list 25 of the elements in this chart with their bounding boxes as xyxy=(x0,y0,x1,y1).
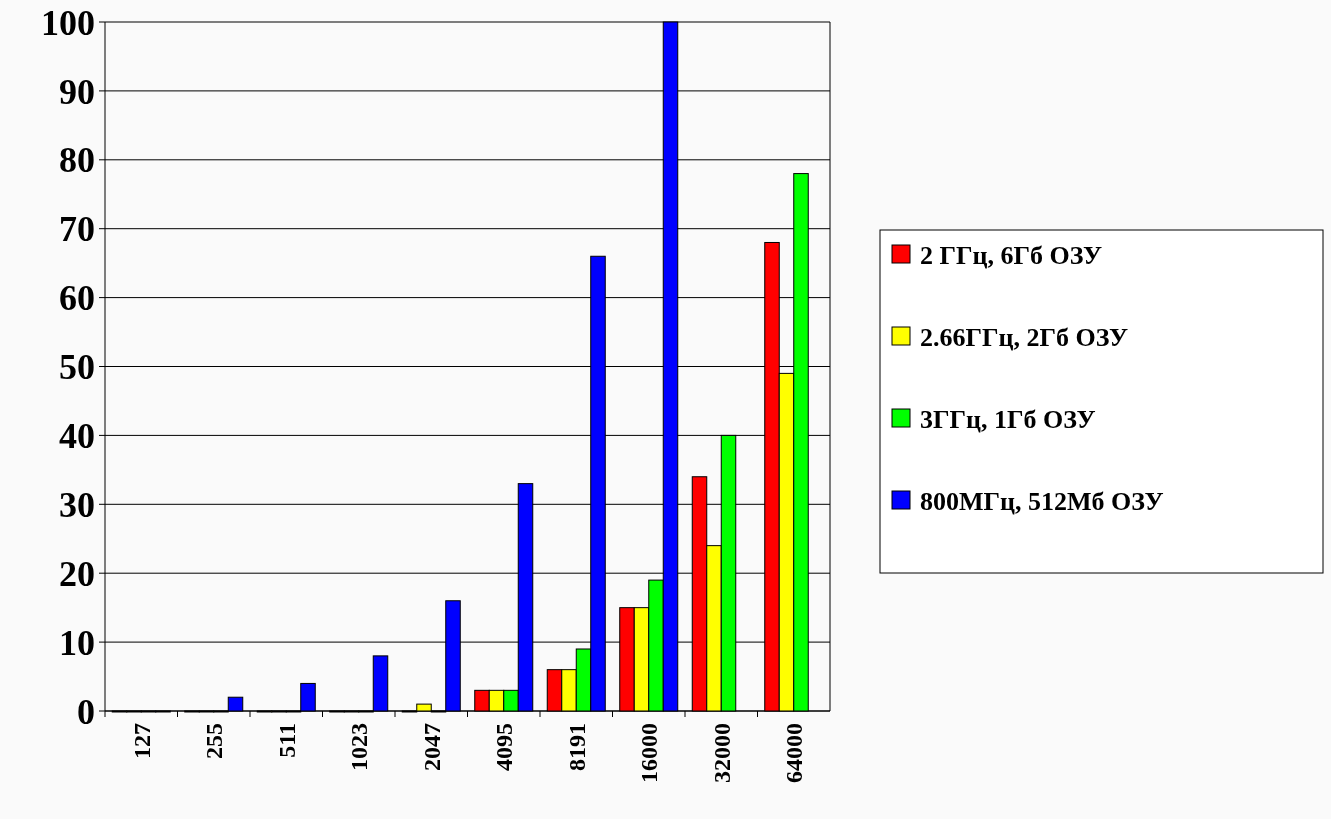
x-tick-label: 511 xyxy=(273,723,300,758)
legend-label: 2 ГГц, 6Гб ОЗУ xyxy=(920,241,1102,271)
y-tick-label: 80 xyxy=(59,140,95,181)
x-tick-label: 8191 xyxy=(563,723,590,771)
y-tick-label: 30 xyxy=(59,484,95,525)
legend-label: 2.66ГГц, 2Гб ОЗУ xyxy=(920,323,1128,353)
x-tick-label: 2047 xyxy=(418,723,445,771)
x-tick-label: 64000 xyxy=(781,723,808,783)
y-tick-label: 10 xyxy=(59,622,95,663)
x-tick-label: 32000 xyxy=(708,723,735,783)
y-tick-label: 70 xyxy=(59,209,95,250)
y-tick-label: 50 xyxy=(59,347,95,388)
y-tick-label: 90 xyxy=(59,71,95,112)
x-tick-label: 127 xyxy=(128,723,155,759)
x-tick-label: 255 xyxy=(201,723,228,759)
legend-label: 3ГГц, 1Гб ОЗУ xyxy=(920,405,1096,435)
x-tick-label: 16000 xyxy=(636,723,663,783)
y-tick-label: 0 xyxy=(77,691,95,732)
x-tick-label: 4095 xyxy=(491,723,518,771)
y-tick-label: 100 xyxy=(41,2,95,43)
y-tick-label: 40 xyxy=(59,416,95,456)
y-tick-label: 20 xyxy=(59,553,95,594)
legend-label: 800МГц, 512Мб ОЗУ xyxy=(920,487,1164,517)
x-tick-label: 1023 xyxy=(346,723,373,771)
y-tick-label: 60 xyxy=(59,278,95,319)
